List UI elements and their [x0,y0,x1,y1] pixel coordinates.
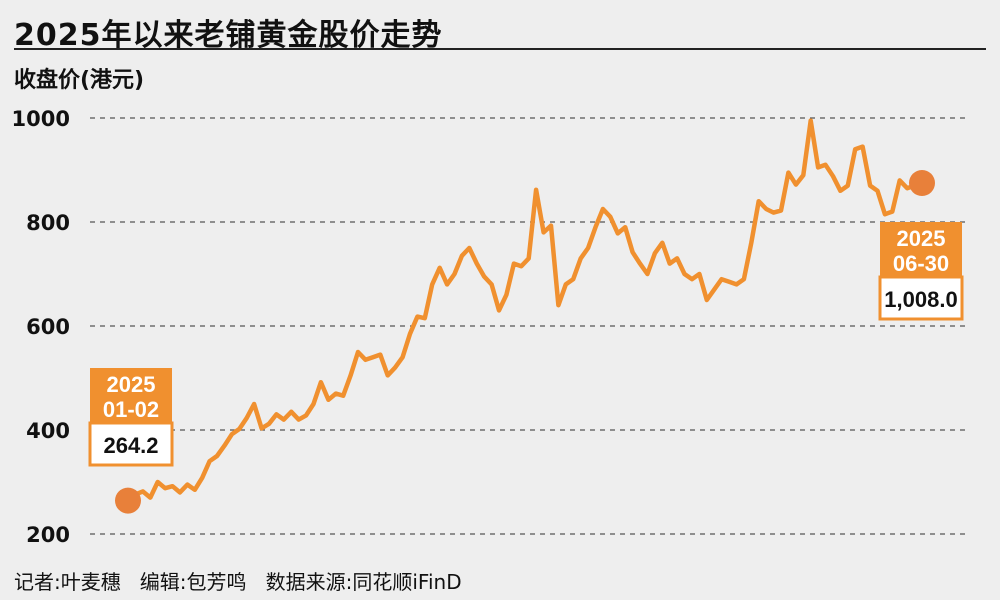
callout-year-1: 2025 [107,372,156,397]
endpoint-dot-1 [115,487,141,514]
y-axis-unit-label: 收盘价(港元) [14,68,145,93]
y-tick-label-600: 600 [26,315,70,339]
callout-month-day-2: 06-30 [893,251,949,276]
callout-year-2: 2025 [897,226,946,251]
callout-date-tab-1 [90,368,172,425]
credits-footer: 记者:叶麦穗 编辑:包芳鸣 数据来源:同花顺iFinD [14,570,462,594]
y-tick-label-200: 200 [26,523,70,547]
y-tick-label-400: 400 [26,419,70,443]
callout-value-box-1 [88,421,174,467]
callout-month-day-1: 01-02 [103,397,159,422]
callout-value-1: 264.2 [103,433,158,458]
price-line [125,118,925,503]
title-divider [14,48,986,50]
callout-value-box-2 [878,275,964,321]
callout-value-2: 1,008.0 [884,287,957,312]
y-tick-label-1000: 1000 [12,107,70,131]
chart-title: 2025年以来老铺黄金股价走势 [14,18,443,53]
y-tick-label-800: 800 [26,211,70,235]
callout-date-tab-2 [880,222,962,279]
endpoint-dot-2 [909,170,935,196]
